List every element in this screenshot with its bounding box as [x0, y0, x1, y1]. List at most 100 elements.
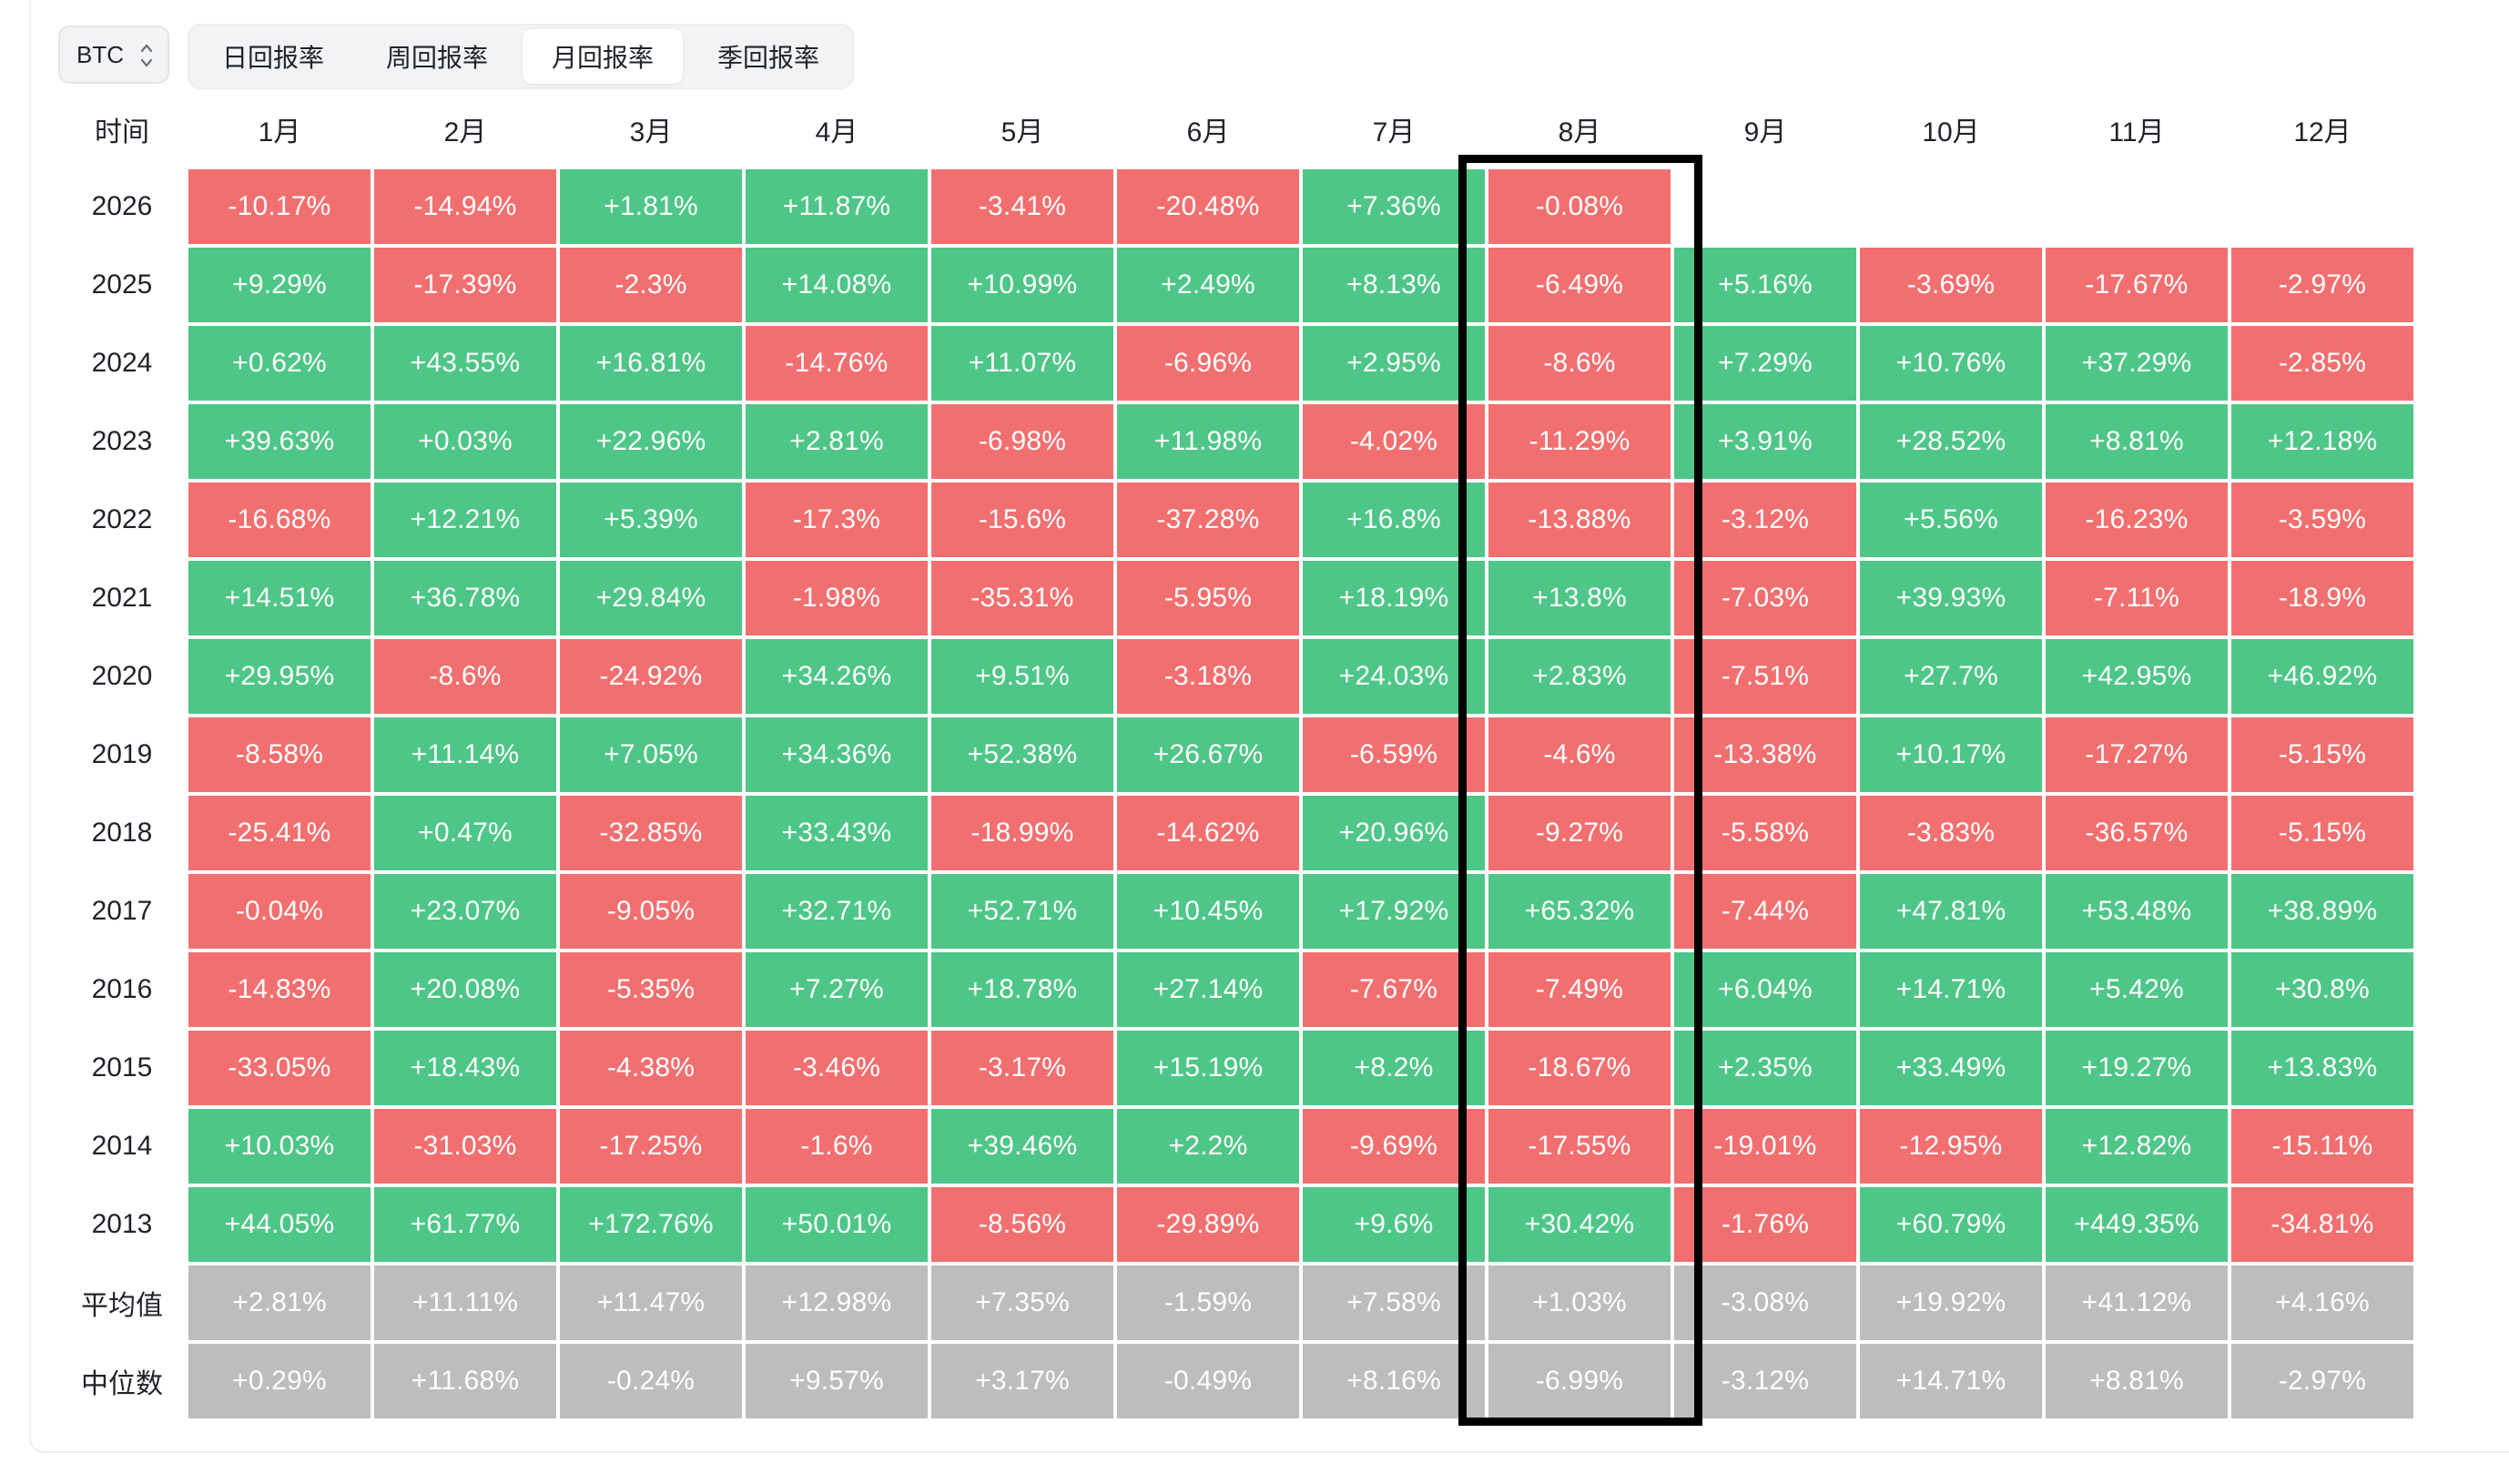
return-cell: -9.05% [560, 874, 742, 949]
tab-daily-return[interactable]: 日回报率 [221, 44, 324, 72]
return-cell: -3.18% [1117, 639, 1299, 714]
stat-cell: +12.98% [746, 1265, 928, 1340]
return-cell: -1.98% [746, 561, 928, 635]
column-header-month: 9月 [1743, 117, 1787, 147]
return-cell: +9.29% [188, 248, 371, 322]
return-cell: -13.88% [1488, 483, 1671, 557]
stat-cell: +1.03% [1488, 1265, 1671, 1340]
return-cell: +5.39% [560, 483, 742, 557]
return-cell: -18.67% [1488, 1031, 1671, 1105]
return-cell: +28.52% [1860, 404, 2042, 479]
return-cell: -37.28% [1117, 483, 1299, 557]
return-cell: -17.67% [2046, 248, 2228, 322]
column-header-month: 4月 [815, 117, 858, 147]
stat-cell: -1.59% [1117, 1265, 1299, 1340]
return-period-tabs: 日回报率 周回报率 月回报率 季回报率 [188, 24, 854, 89]
return-cell: -14.76% [746, 326, 928, 401]
return-cell: +2.49% [1117, 248, 1299, 322]
return-cell: +10.45% [1117, 874, 1299, 949]
return-cell: -5.58% [1674, 796, 1856, 870]
return-cell: +43.55% [374, 326, 556, 401]
return-cell: +7.05% [560, 717, 742, 792]
column-header-month: 10月 [1922, 117, 1980, 147]
return-cell: -8.6% [374, 639, 556, 714]
return-cell: +20.08% [374, 952, 556, 1027]
return-cell: -4.38% [560, 1031, 742, 1105]
return-cell: -6.98% [931, 404, 1113, 479]
return-cell: +3.91% [1674, 404, 1856, 479]
return-cell: +47.81% [1860, 874, 2042, 949]
row-label-year: 2015 [91, 1052, 153, 1083]
return-cell: -1.6% [746, 1109, 928, 1184]
stat-cell: -0.24% [560, 1344, 742, 1418]
tab-monthly-return[interactable]: 月回报率 [523, 29, 683, 84]
return-cell: -25.41% [188, 796, 371, 870]
column-header-month: 12月 [2293, 117, 2352, 147]
return-cell: +17.92% [1303, 874, 1485, 949]
returns-card [29, 0, 2509, 1453]
return-cell: +5.16% [1674, 248, 1856, 322]
return-cell: +34.36% [746, 717, 928, 792]
row-label-stat: 中位数 [81, 1369, 163, 1399]
stat-cell: +4.16% [2231, 1265, 2413, 1340]
return-cell: +30.8% [2231, 952, 2413, 1027]
return-cell: +8.81% [2046, 404, 2228, 479]
return-cell: +27.7% [1860, 639, 2042, 714]
row-label-year: 2021 [91, 583, 153, 613]
return-cell: +33.43% [746, 796, 928, 870]
stat-cell: +11.47% [560, 1265, 742, 1340]
return-cell: +13.83% [2231, 1031, 2413, 1105]
stat-cell: +2.81% [188, 1265, 371, 1340]
return-cell: -12.95% [1860, 1109, 2042, 1184]
stat-cell: +8.81% [2046, 1344, 2228, 1418]
return-cell: +8.13% [1303, 248, 1485, 322]
return-cell: +172.76% [560, 1187, 742, 1262]
return-cell: +29.95% [188, 639, 371, 714]
return-cell: +6.04% [1674, 952, 1856, 1027]
tab-weekly-return[interactable]: 周回报率 [385, 44, 488, 72]
return-cell: -17.27% [2046, 717, 2228, 792]
return-cell: +7.36% [1303, 169, 1485, 244]
return-cell: +23.07% [374, 874, 556, 949]
return-cell: +65.32% [1488, 874, 1671, 949]
column-header-month: 7月 [1372, 117, 1416, 147]
return-cell: +11.14% [374, 717, 556, 792]
return-cell: +39.46% [931, 1109, 1113, 1184]
return-cell: +34.26% [746, 639, 928, 714]
stat-cell: +8.16% [1303, 1344, 1485, 1418]
return-cell: -19.01% [1674, 1109, 1856, 1184]
return-cell: -16.23% [2046, 483, 2228, 557]
return-cell: +2.83% [1488, 639, 1671, 714]
return-cell: -7.03% [1674, 561, 1856, 635]
asset-select[interactable]: BTC [58, 25, 169, 84]
return-cell: +12.18% [2231, 404, 2413, 479]
return-cell: +29.84% [560, 561, 742, 635]
return-cell: +15.19% [1117, 1031, 1299, 1105]
return-cell: +36.78% [374, 561, 556, 635]
return-cell: -36.57% [2046, 796, 2228, 870]
return-cell: +46.92% [2231, 639, 2413, 714]
return-cell: +0.47% [374, 796, 556, 870]
return-cell: -3.46% [746, 1031, 928, 1105]
return-cell: +30.42% [1488, 1187, 1671, 1262]
return-cell: -7.44% [1674, 874, 1856, 949]
asset-select-value: BTC [76, 40, 124, 68]
return-cell: +10.17% [1860, 717, 2042, 792]
stat-cell: +11.11% [374, 1265, 556, 1340]
return-cell: +38.89% [2231, 874, 2413, 949]
stat-cell: +9.57% [746, 1344, 928, 1418]
tab-quarterly-return[interactable]: 季回报率 [716, 44, 819, 72]
return-cell: -31.03% [374, 1109, 556, 1184]
row-label-year: 2022 [91, 504, 153, 534]
return-cell: -0.08% [1488, 169, 1671, 244]
return-cell: -20.48% [1117, 169, 1299, 244]
return-cell: +8.2% [1303, 1031, 1485, 1105]
return-cell: -5.95% [1117, 561, 1299, 635]
stat-cell: +7.58% [1303, 1265, 1485, 1340]
return-cell: -4.6% [1488, 717, 1671, 792]
row-label-year: 2023 [91, 426, 153, 456]
return-cell: +7.29% [1674, 326, 1856, 401]
return-cell: +10.03% [188, 1109, 371, 1184]
return-cell: -2.97% [2231, 248, 2413, 322]
return-cell: -6.49% [1488, 248, 1671, 322]
